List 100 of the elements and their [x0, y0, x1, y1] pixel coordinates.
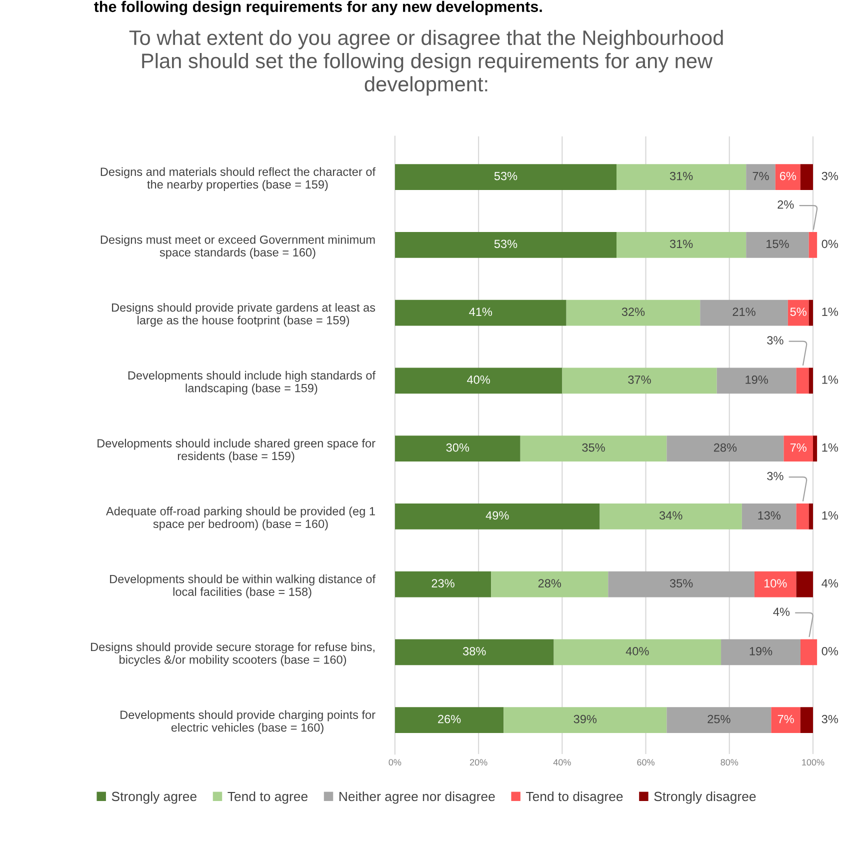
data-label: 19%: [750, 647, 772, 656]
bar: [742, 504, 796, 530]
data-label: 4%: [773, 608, 790, 616]
data-label: 0%: [822, 647, 838, 656]
x-tick-label: 80%: [720, 759, 738, 766]
data-label: 5%: [790, 308, 806, 316]
bar: [796, 504, 809, 530]
bar: [700, 300, 788, 326]
x-tick-label: 20%: [470, 759, 488, 766]
data-label: 21%: [732, 308, 756, 316]
bar: [394, 300, 566, 326]
data-label: 35%: [670, 579, 693, 588]
data-label: 13%: [758, 511, 780, 520]
bar: [788, 300, 809, 326]
data-label: 31%: [670, 240, 693, 248]
legend-label: Neither agree nor disagree: [340, 791, 495, 804]
bar: [616, 164, 746, 190]
data-label: 39%: [574, 714, 597, 724]
bar: [491, 571, 608, 598]
bar: [812, 436, 818, 462]
data-label: 1%: [822, 511, 838, 520]
bar: [666, 707, 772, 733]
bar: [504, 707, 667, 733]
data-label: 23%: [432, 579, 454, 588]
data-label: 32%: [622, 308, 645, 316]
data-label: 41%: [469, 308, 492, 316]
y-tick-label: Adequate off-road parking should be provided (eg 1 space per bedroom) (base = 160): [106, 506, 375, 530]
data-label: 40%: [467, 375, 490, 384]
bar: [800, 639, 818, 666]
bar: [616, 232, 746, 258]
bar: [808, 368, 813, 394]
y-tick-label: Developments should include high standards of landscaping (base = 159): [128, 370, 376, 395]
y-tick-label: Developments should include shared green space for residents (base = 159): [98, 438, 376, 462]
y-tick-label: Developments should be within walking distance of local facilities (base = 158): [110, 574, 376, 598]
bar: [600, 504, 742, 530]
bar: [394, 504, 600, 530]
data-label: 6%: [780, 172, 796, 180]
data-label: 7%: [752, 172, 769, 180]
data-label: 15%: [766, 240, 789, 248]
text: the following design requirements for any new developments.: [94, 0, 542, 16]
bar: [771, 707, 800, 733]
bar: [394, 164, 617, 190]
data-label: 37%: [628, 375, 651, 384]
bar: [796, 571, 813, 598]
bar: [800, 164, 813, 190]
data-label: 10%: [764, 579, 787, 588]
bar: [721, 639, 800, 666]
data-label: 7%: [790, 443, 806, 452]
data-label: 53%: [494, 172, 518, 180]
data-label: 3%: [767, 472, 784, 480]
bar: [754, 571, 796, 598]
legend-label: Strongly agree: [112, 791, 196, 804]
y-tick-label: Designs should provide secure storage for refuse bins, bicycles &/or mobility scooters (base = 160): [91, 642, 374, 666]
x-tick-label: 0%: [388, 759, 402, 766]
x-tick-label: 40%: [553, 759, 571, 766]
data-label: 3%: [767, 336, 784, 344]
y-tick-label: Designs must meet or exceed Government minimum space standards (base = 160): [100, 235, 375, 259]
data-label: 53%: [494, 240, 518, 248]
bar: [394, 571, 492, 598]
data-label: 35%: [582, 443, 605, 452]
y-tick-label: Developments should provide charging points for electric vehicles (base = 160): [120, 710, 376, 734]
data-label: 19%: [746, 375, 768, 384]
x-tick-label: 100%: [802, 759, 824, 766]
bar: [808, 232, 818, 258]
data-label: 28%: [538, 579, 562, 588]
legend-label: Tend to disagree: [526, 791, 623, 804]
bar: [796, 368, 809, 394]
bar: [784, 436, 813, 462]
bar: [746, 164, 776, 190]
bar: [394, 232, 617, 258]
bar: [562, 368, 717, 394]
x-tick-label: 60%: [637, 759, 654, 766]
bar: [666, 436, 784, 462]
data-label: 3%: [822, 714, 838, 724]
bar: [775, 164, 800, 190]
y-tick-label: Designs should provide private gardens at least as large as the house footprint (base = 159): [112, 303, 376, 327]
data-label: 30%: [446, 443, 470, 452]
data-label: 40%: [626, 647, 649, 656]
data-label: 3%: [822, 172, 838, 180]
bar: [566, 300, 700, 326]
bar: [554, 639, 722, 666]
bar: [394, 368, 562, 394]
legend-label: Tend to agree: [228, 791, 308, 804]
data-label: 25%: [708, 714, 730, 724]
data-label: 0%: [822, 240, 838, 248]
legend-label: Strongly disagree: [654, 791, 756, 804]
bar: [394, 436, 520, 462]
data-label: 2%: [778, 200, 794, 209]
bar: [808, 504, 813, 530]
data-label: 26%: [438, 714, 461, 724]
y-tick-label: Designs and materials should reflect the character of the nearby properties (base = 159): [100, 167, 376, 191]
data-label: 31%: [670, 172, 693, 180]
data-label: 1%: [822, 308, 838, 316]
bar: [608, 571, 754, 598]
chart-title: To what extent do you agree or disagree that the Neighbourhood Plan should set the following design requirements for any new development:: [129, 30, 723, 96]
data-label: 1%: [822, 376, 838, 384]
data-label: 28%: [714, 443, 737, 452]
data-label: 4%: [822, 579, 838, 588]
bar: [394, 639, 554, 666]
bar: [716, 368, 796, 394]
